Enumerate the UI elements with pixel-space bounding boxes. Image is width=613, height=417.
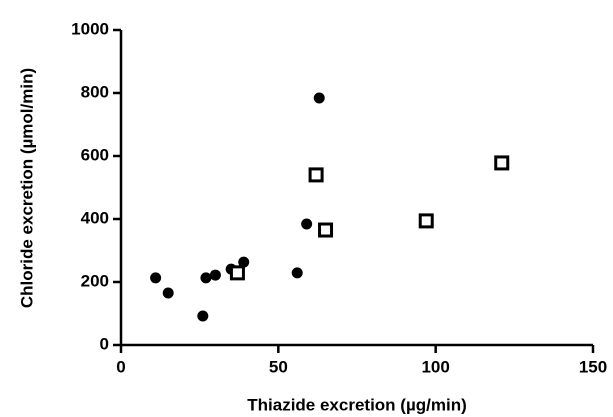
x-tick-label: 50: [269, 357, 288, 376]
x-tick-label: 0: [116, 357, 125, 376]
point: [318, 222, 334, 238]
point: [209, 269, 221, 281]
y-tick-label: 400: [81, 208, 109, 227]
y-axis-label: Chloride excretion (µmol/min): [17, 68, 36, 308]
point: [291, 267, 303, 279]
point: [418, 213, 434, 229]
point: [197, 310, 209, 322]
y-tick-label: 600: [81, 145, 109, 164]
point: [301, 218, 313, 230]
point: [229, 265, 245, 281]
y-tick-label: 1000: [71, 19, 109, 38]
y-tick-label: 0: [100, 334, 109, 353]
y-tick-label: 200: [81, 271, 109, 290]
point: [494, 155, 510, 171]
x-tick-label: 100: [421, 357, 449, 376]
point: [313, 92, 325, 104]
point: [150, 272, 162, 284]
point: [238, 256, 250, 268]
point: [162, 287, 174, 299]
x-axis-label: Thiazide excretion (µg/min): [247, 395, 467, 414]
point: [308, 167, 324, 183]
x-tick-label: 150: [579, 357, 607, 376]
y-tick-label: 800: [81, 82, 109, 101]
point: [200, 272, 212, 284]
